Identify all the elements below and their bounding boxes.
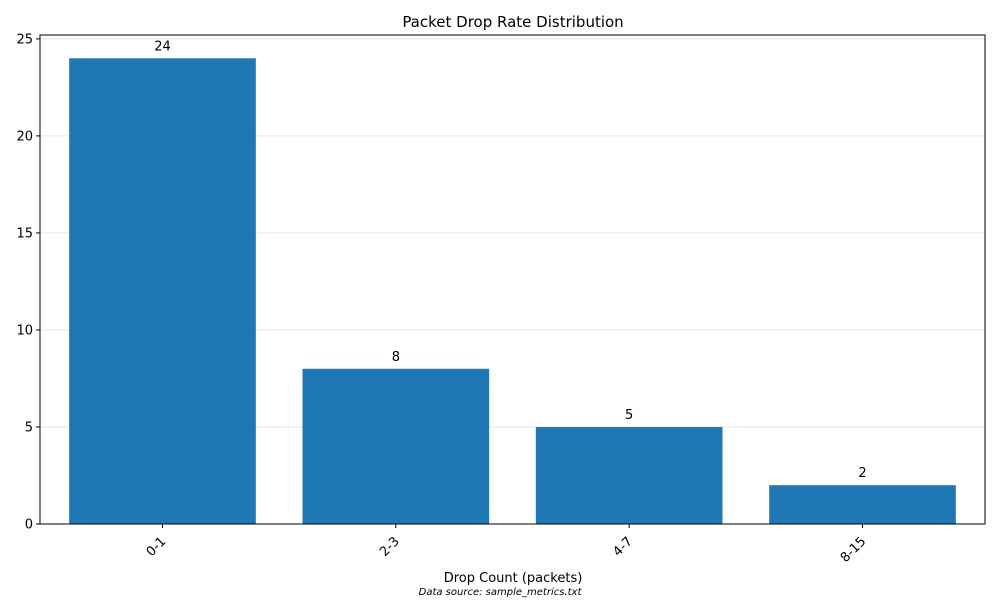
axes bbox=[39, 34, 986, 525]
y-ticks: 0 5 10 15 20 25 bbox=[16, 32, 40, 533]
x-tick-label: 8-15 bbox=[838, 534, 869, 565]
y-tick-label: 25 bbox=[16, 32, 33, 47]
x-tick-label: 0-1 bbox=[144, 534, 170, 560]
bar-2-3 bbox=[302, 368, 490, 524]
data-source-note: Data source: sample_metrics.txt bbox=[419, 587, 583, 598]
y-tick-label: 20 bbox=[16, 129, 33, 144]
data-label: 8 bbox=[392, 350, 400, 365]
data-label: 5 bbox=[625, 408, 633, 423]
data-label: 24 bbox=[154, 39, 171, 54]
bar-4-7 bbox=[535, 426, 723, 524]
chart-title: Packet Drop Rate Distribution bbox=[402, 13, 623, 31]
y-tick-label: 10 bbox=[16, 323, 33, 338]
x-tick-label: 2-3 bbox=[377, 534, 403, 560]
y-tick-label: 0 bbox=[25, 518, 33, 533]
data-labels: 24 8 5 2 bbox=[154, 39, 866, 481]
bar-8-15 bbox=[769, 485, 956, 524]
x-tick-label: 4-7 bbox=[610, 534, 636, 560]
bars bbox=[69, 58, 956, 525]
plot-frame bbox=[39, 34, 986, 525]
x-ticks: 0-1 2-3 4-7 8-15 bbox=[144, 524, 869, 566]
y-tick-label: 5 bbox=[25, 420, 33, 435]
data-label: 2 bbox=[858, 466, 866, 481]
x-axis-label: Drop Count (packets) bbox=[444, 571, 583, 586]
bar-0-1 bbox=[69, 58, 256, 525]
y-tick-label: 15 bbox=[16, 226, 33, 241]
